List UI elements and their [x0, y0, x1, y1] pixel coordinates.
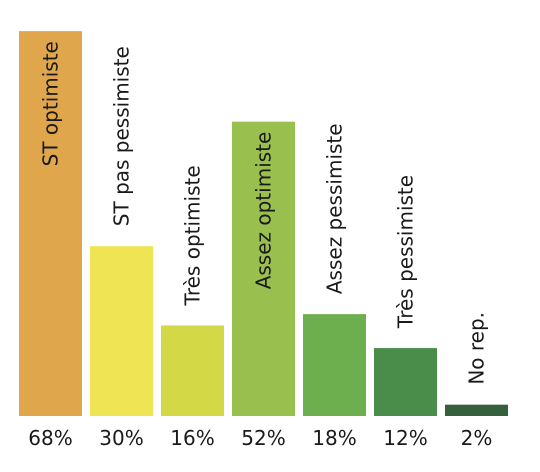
value-labels: 68% 30% 16% 52% 18% 12% 2%	[28, 426, 492, 450]
bars	[19, 31, 508, 417]
value-label-st-optimiste: 68%	[28, 426, 72, 450]
value-label-st-pas-pessimiste: 30%	[99, 426, 143, 450]
value-label-assez-pessimiste: 18%	[312, 426, 356, 450]
bar-tres-pessimiste	[374, 348, 437, 416]
bar-assez-optimiste	[232, 121, 295, 417]
category-label-assez-optimiste: Assez optimiste	[252, 132, 276, 290]
category-labels: ST optimiste ST pas pessimiste Très optimi…	[39, 41, 489, 385]
category-label-no-rep: No rep.	[465, 312, 489, 385]
bar-no-rep	[445, 404, 508, 416]
value-label-no-rep: 2%	[461, 426, 493, 450]
category-label-st-pas-pessimiste: ST pas pessimiste	[110, 46, 134, 226]
category-label-assez-pessimiste: Assez pessimiste	[323, 123, 347, 294]
bar-st-optimiste	[19, 31, 82, 417]
bar-st-pas-pessimiste	[90, 246, 153, 416]
bar-tres-optimiste	[161, 325, 224, 416]
category-label-st-optimiste: ST optimiste	[39, 41, 63, 166]
value-label-assez-optimiste: 52%	[241, 426, 285, 450]
bar-assez-pessimiste	[303, 314, 366, 416]
value-label-tres-optimiste: 16%	[170, 426, 214, 450]
value-label-tres-pessimiste: 12%	[383, 426, 427, 450]
category-label-tres-optimiste: Très optimiste	[181, 165, 205, 306]
category-label-tres-pessimiste: Très pessimiste	[394, 175, 418, 329]
